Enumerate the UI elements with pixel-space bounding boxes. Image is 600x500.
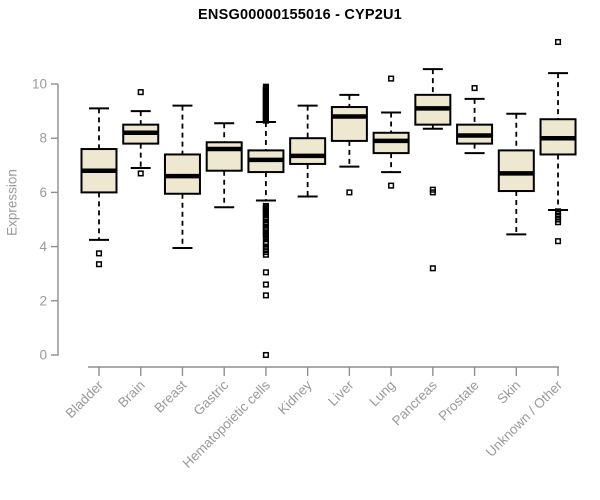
outlier-point: [388, 75, 395, 82]
box-group-brain: [122, 89, 160, 177]
outlier-point: [137, 89, 144, 96]
outlier-point: [471, 85, 478, 92]
outlier-point: [554, 238, 562, 245]
box-group-bladder: [80, 107, 118, 268]
box-rect: [205, 141, 243, 172]
outlier-point: [429, 265, 436, 272]
y-axis: 0 2 4 6 8 10: [32, 77, 59, 363]
x-tick-label-breast: Breast: [151, 377, 189, 415]
box-group-lung: [372, 75, 410, 189]
x-tick-label-prostate: Prostate: [436, 378, 482, 424]
outlier-point: [554, 38, 562, 46]
outlier-point: [262, 234, 269, 241]
chart-title: ENSG00000155016 - CYP2U1: [198, 7, 402, 23]
outlier-point: [388, 182, 395, 189]
y-tick-label: 4: [39, 239, 47, 254]
outlier-point: [262, 281, 269, 288]
box-group-hematopoietic-cells: [247, 83, 285, 359]
box-group-skin: [497, 112, 535, 236]
box-group-gastric: [205, 122, 243, 209]
box-group-liver: [330, 93, 368, 196]
outlier-point: [262, 292, 269, 299]
box-rect: [330, 106, 368, 142]
outlier-point: [262, 117, 269, 124]
x-tick-label-kidney: Kidney: [275, 377, 315, 417]
box-group-prostate: [456, 85, 494, 155]
box-group-unknown-other: [539, 38, 577, 245]
outlier-point: [95, 250, 103, 257]
y-tick-label: 8: [39, 131, 47, 146]
x-tick-label-unknown-other: Unknown / Other: [483, 377, 566, 460]
outlier-point: [429, 189, 436, 196]
box-group-pancreas: [414, 68, 452, 272]
outlier-point: [346, 189, 353, 196]
x-tick-label-lung: Lung: [366, 378, 398, 410]
box-group-kidney: [289, 104, 327, 198]
x-tick-label-skin: Skin: [494, 378, 523, 407]
y-tick-label: 10: [32, 77, 47, 92]
x-tick-label-bladder: Bladder: [63, 377, 107, 421]
outlier-point: [262, 251, 269, 258]
x-tick-label-gastric: Gastric: [190, 377, 231, 418]
outlier-point: [554, 219, 562, 226]
y-tick-label: 6: [39, 185, 47, 200]
box-group-breast: [163, 104, 201, 249]
outlier-point: [95, 261, 103, 268]
box-rect: [497, 149, 535, 193]
outlier-point: [262, 351, 269, 359]
outlier-point: [262, 269, 269, 276]
x-tick-label-pancreas: Pancreas: [389, 377, 440, 428]
y-tick-label: 0: [39, 348, 47, 363]
y-tick-label: 2: [39, 293, 47, 308]
box-rect: [289, 137, 327, 165]
x-tick-label-liver: Liver: [325, 377, 357, 409]
x-tick-label-brain: Brain: [115, 378, 148, 411]
outlier-point: [137, 170, 144, 177]
